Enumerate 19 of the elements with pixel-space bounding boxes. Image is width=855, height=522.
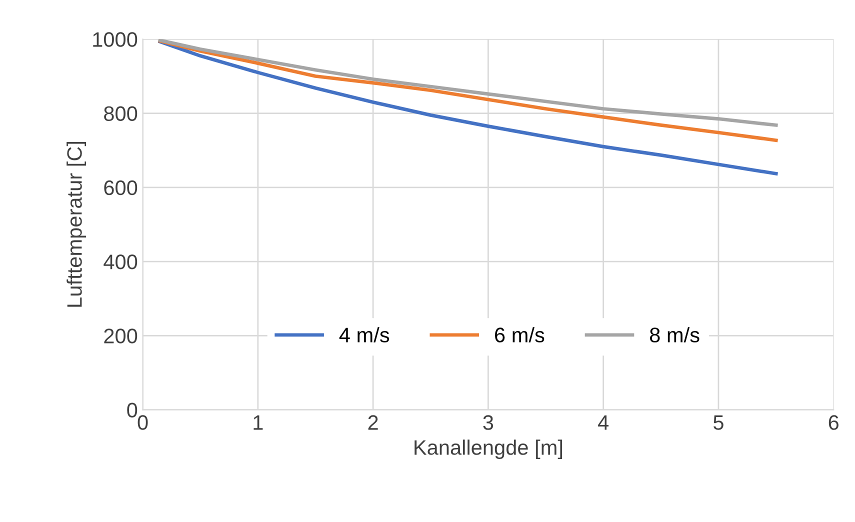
legend-label: 8 m/s	[650, 327, 700, 342]
x-tick-label: 0	[138, 415, 148, 430]
y-tick-label: 800	[104, 106, 138, 122]
x-axis-title: Kanallengde [m]	[414, 440, 562, 460]
y-tick-label: 0	[127, 402, 138, 418]
x-tick-label: 1	[254, 415, 263, 430]
y-tick-label: 400	[104, 254, 138, 270]
y-tick-label: 600	[104, 180, 138, 196]
line-series	[158, 40, 778, 176]
y-tick-label: 200	[104, 328, 138, 344]
y-tick-label: 1000	[93, 32, 138, 47]
legend-label: 6 m/s	[495, 327, 544, 342]
x-tick-label: 5	[714, 415, 724, 430]
x-tick-label: 6	[828, 415, 839, 430]
legend-label: 4 m/s	[339, 327, 390, 342]
y-axis-title: Lufttemperatur [C]	[66, 142, 86, 307]
x-tick-label: 4	[598, 415, 609, 430]
x-tick-label: 3	[483, 415, 494, 430]
x-tick-label: 2	[368, 415, 378, 430]
